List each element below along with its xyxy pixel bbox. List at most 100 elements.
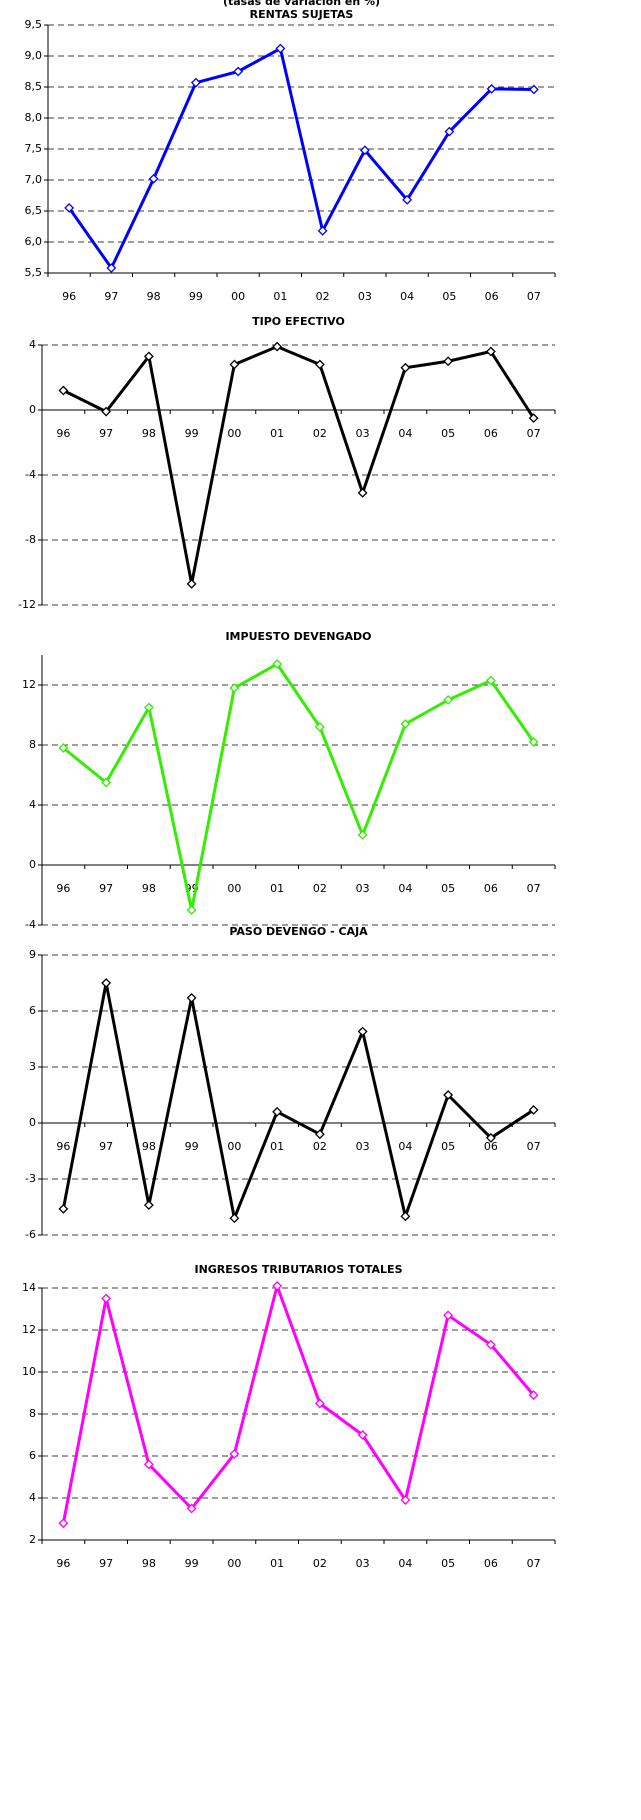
x-tick-label: 98 [142,1140,156,1153]
data-point [58,743,69,753]
data-point [443,356,454,367]
x-tick-label: 02 [313,427,327,440]
data-point [186,1503,197,1514]
y-tick-label: -4 [25,468,36,481]
x-tick-label: 99 [185,1140,199,1153]
data-point [101,978,112,988]
data-point [357,1026,368,1037]
data-point [528,1390,539,1401]
data-point [357,830,368,840]
x-tick-label: 96 [56,882,70,895]
data-point [190,77,201,88]
x-tick-label: 05 [441,427,455,440]
data-point [233,66,244,77]
y-tick-label: 12 [22,1323,36,1336]
x-tick-label: 97 [104,290,118,303]
chart-title: INGRESOS TRIBUTARIOS TOTALES [194,1263,402,1276]
data-point [148,173,159,184]
x-tick-label: 06 [484,427,498,440]
data-point [101,1293,112,1304]
data-point [402,194,413,205]
x-tick-label: 06 [485,290,499,303]
x-tick-label: 03 [356,1140,370,1153]
y-tick-label: 4 [29,338,36,351]
data-point [359,145,370,156]
x-tick-label: 96 [62,290,76,303]
y-tick-label: 8,5 [25,80,43,93]
x-tick-label: 03 [356,427,370,440]
x-tick-label: 01 [270,427,284,440]
x-tick-label: 05 [442,290,456,303]
x-tick-label: 02 [313,1557,327,1570]
x-tick-label: 99 [185,1557,199,1570]
x-tick-label: 06 [484,882,498,895]
chart-title: PASO DEVENGO - CAJA [229,925,368,938]
y-tick-label: 2 [29,1533,36,1546]
x-tick-label: 98 [142,1557,156,1570]
x-tick-label: 06 [484,1557,498,1570]
x-tick-label: 05 [441,1557,455,1570]
data-point [229,683,240,693]
data-point [486,83,497,94]
x-tick-label: 97 [99,882,113,895]
y-tick-label: 6 [29,1004,36,1017]
y-tick-label: -3 [25,1172,36,1185]
x-tick-label: 01 [270,882,284,895]
data-point [143,702,154,713]
data-point [272,659,283,669]
data-point [400,362,411,373]
data-point [314,1129,325,1140]
data-line [61,1284,535,1524]
data-point [272,1280,283,1291]
data-point [229,359,240,370]
x-tick-label: 02 [316,290,330,303]
y-tick-label: 6 [29,1449,36,1462]
data-point [443,1090,454,1100]
data-point [314,722,325,732]
x-tick-label: 98 [147,290,161,303]
data-line [62,662,535,912]
x-tick-label: 03 [358,290,372,303]
x-tick-label: 04 [398,1140,412,1153]
y-tick-label: 6,5 [25,204,43,217]
x-tick-label: 00 [227,882,241,895]
data-point [485,1339,496,1350]
x-tick-label: 06 [484,1140,498,1153]
data-point [400,719,411,729]
data-line [67,47,534,270]
y-tick-label: 7,5 [25,142,43,155]
y-tick-label: 8 [29,1407,36,1420]
y-tick-label: 14 [22,1281,36,1294]
x-tick-label: 00 [231,290,245,303]
x-tick-label: 01 [270,1557,284,1570]
y-tick-label: 7,0 [25,173,43,186]
y-tick-label: 4 [29,1491,36,1504]
x-tick-label: 99 [189,290,203,303]
y-tick-label: 8 [29,738,36,751]
x-tick-label: 96 [56,1557,70,1570]
x-tick-label: 97 [99,1557,113,1570]
chart-title: TIPO EFECTIVO [252,315,345,328]
y-tick-label: 5,5 [25,266,43,279]
y-tick-label: 0 [29,1116,36,1129]
data-point [143,1459,154,1470]
x-tick-label: 00 [227,427,241,440]
data-point [314,1398,325,1409]
x-tick-label: 05 [441,1140,455,1153]
y-tick-label: -12 [18,598,36,611]
x-tick-label: 00 [227,1557,241,1570]
chart-title: IMPUESTO DEVENGADO [225,630,371,643]
chart-subtitle: (tasas de variación en %) [223,0,380,8]
data-point [186,578,197,589]
y-tick-label: 9,5 [25,18,43,31]
data-point [272,341,283,352]
data-point [58,1518,69,1529]
data-point [58,1203,69,1214]
data-point [485,675,496,686]
data-point [143,1200,154,1211]
data-point [485,346,496,357]
data-point [528,413,539,424]
y-tick-label: 12 [22,678,36,691]
y-tick-label: 9,0 [25,49,43,62]
data-point [101,777,112,788]
